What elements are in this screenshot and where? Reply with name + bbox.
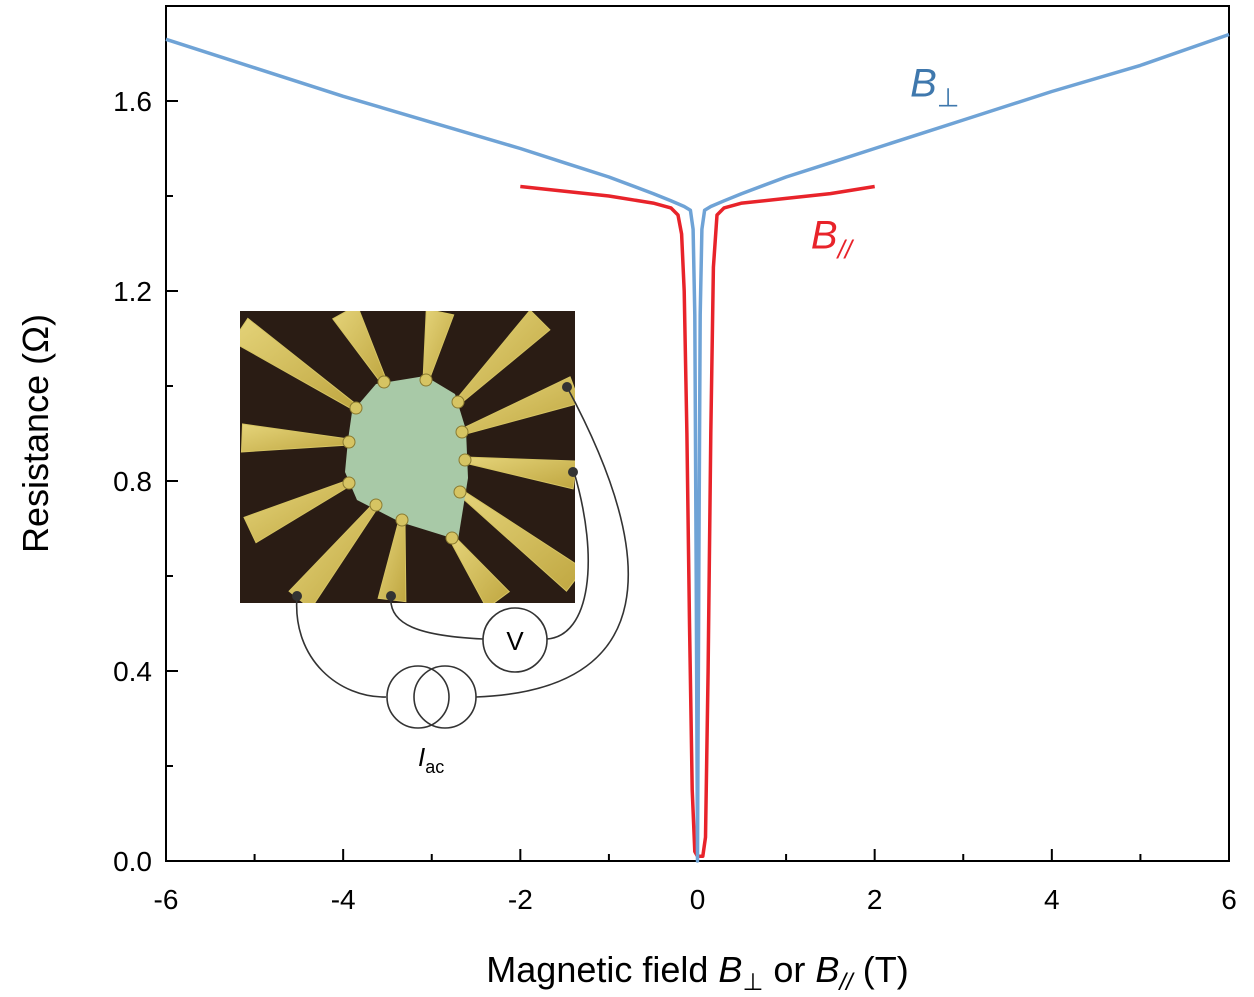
- wire-left-to-source: [295, 595, 387, 698]
- y-tick-label: 0.0: [113, 846, 152, 877]
- voltmeter-label: V: [506, 626, 524, 656]
- device-inset: V Iac: [240, 311, 629, 777]
- current-source-symbol: [386, 665, 477, 729]
- series-labels: B⊥B//: [811, 61, 960, 264]
- series-label: B⊥: [910, 61, 959, 112]
- lead-contact-pad: [377, 375, 391, 389]
- lead-contact-pad: [419, 373, 433, 387]
- y-tick-label: 0.4: [113, 656, 152, 687]
- lead-contact-pad: [453, 485, 467, 499]
- wire-to-voltmeter-left: [390, 595, 484, 640]
- lead-contact-pad: [451, 395, 465, 409]
- lead-contact-pad: [458, 453, 472, 467]
- current-source-symbol-text: I: [418, 742, 425, 772]
- x-tick-label: -6: [154, 884, 179, 915]
- axis-tick-labels: -6 -4 -2 0 2 4 6 0.0 0.4 0.8 1.2 1.6: [113, 86, 1237, 915]
- y-tick-label: 1.2: [113, 276, 152, 307]
- wire-endpoints: [292, 382, 578, 601]
- series-label-symbol: B: [811, 213, 838, 257]
- lead-contact-pad: [342, 476, 356, 490]
- x-tick-label: -2: [508, 884, 533, 915]
- lead-contact-pad: [342, 435, 356, 449]
- x-axis-label-sym2: B: [815, 949, 839, 990]
- lead-contact-pad: [395, 513, 409, 527]
- voltmeter-circle: [482, 607, 548, 673]
- x-axis-label-sym1: B: [718, 949, 742, 990]
- contact-dot: [292, 591, 302, 601]
- wiring: [295, 386, 629, 698]
- contact-dot: [562, 382, 572, 392]
- x-tick-label: 4: [1044, 884, 1060, 915]
- device-photo: [240, 311, 575, 603]
- y-tick-label: 1.6: [113, 86, 152, 117]
- wire-source-right: [475, 386, 629, 698]
- lead-contact-pad: [455, 425, 469, 439]
- lead-contact-pad: [445, 531, 459, 545]
- x-tick-label: 6: [1221, 884, 1237, 915]
- current-source-subscript: ac: [425, 757, 444, 777]
- wire-voltmeter-right: [546, 471, 589, 640]
- series-label-subscript: ⊥: [937, 82, 960, 112]
- series-label: B//: [811, 213, 855, 264]
- y-axis-label: Resistance (Ω): [15, 314, 56, 553]
- contact-dot: [568, 467, 578, 477]
- x-tick-label: 0: [690, 884, 706, 915]
- x-axis-label-mid: or: [763, 949, 815, 990]
- x-axis-label-sub2: //: [837, 969, 855, 996]
- x-tick-label: -4: [331, 884, 356, 915]
- current-source-label: Iac: [418, 742, 444, 777]
- contact-dot: [386, 591, 396, 601]
- flake-contacts: [342, 373, 472, 545]
- x-axis-label: Magnetic field B⊥ or B// (T): [486, 949, 908, 996]
- current-source-circle-right: [413, 665, 477, 729]
- series-label-subscript: //: [836, 234, 855, 264]
- lead-contact-pad: [369, 498, 383, 512]
- x-axis-label-sub1: ⊥: [742, 969, 763, 996]
- x-tick-label: 2: [867, 884, 883, 915]
- series-line: [165, 32, 1230, 863]
- x-axis-label-prefix: Magnetic field: [486, 949, 718, 990]
- series-label-symbol: B: [910, 61, 937, 105]
- data-series: [165, 32, 1230, 863]
- current-source-circle-left: [386, 665, 450, 729]
- y-tick-label: 0.8: [113, 466, 152, 497]
- x-axis-label-suffix: (T): [853, 949, 909, 990]
- lead-contact-pad: [349, 401, 363, 415]
- voltmeter-symbol: V: [482, 607, 548, 673]
